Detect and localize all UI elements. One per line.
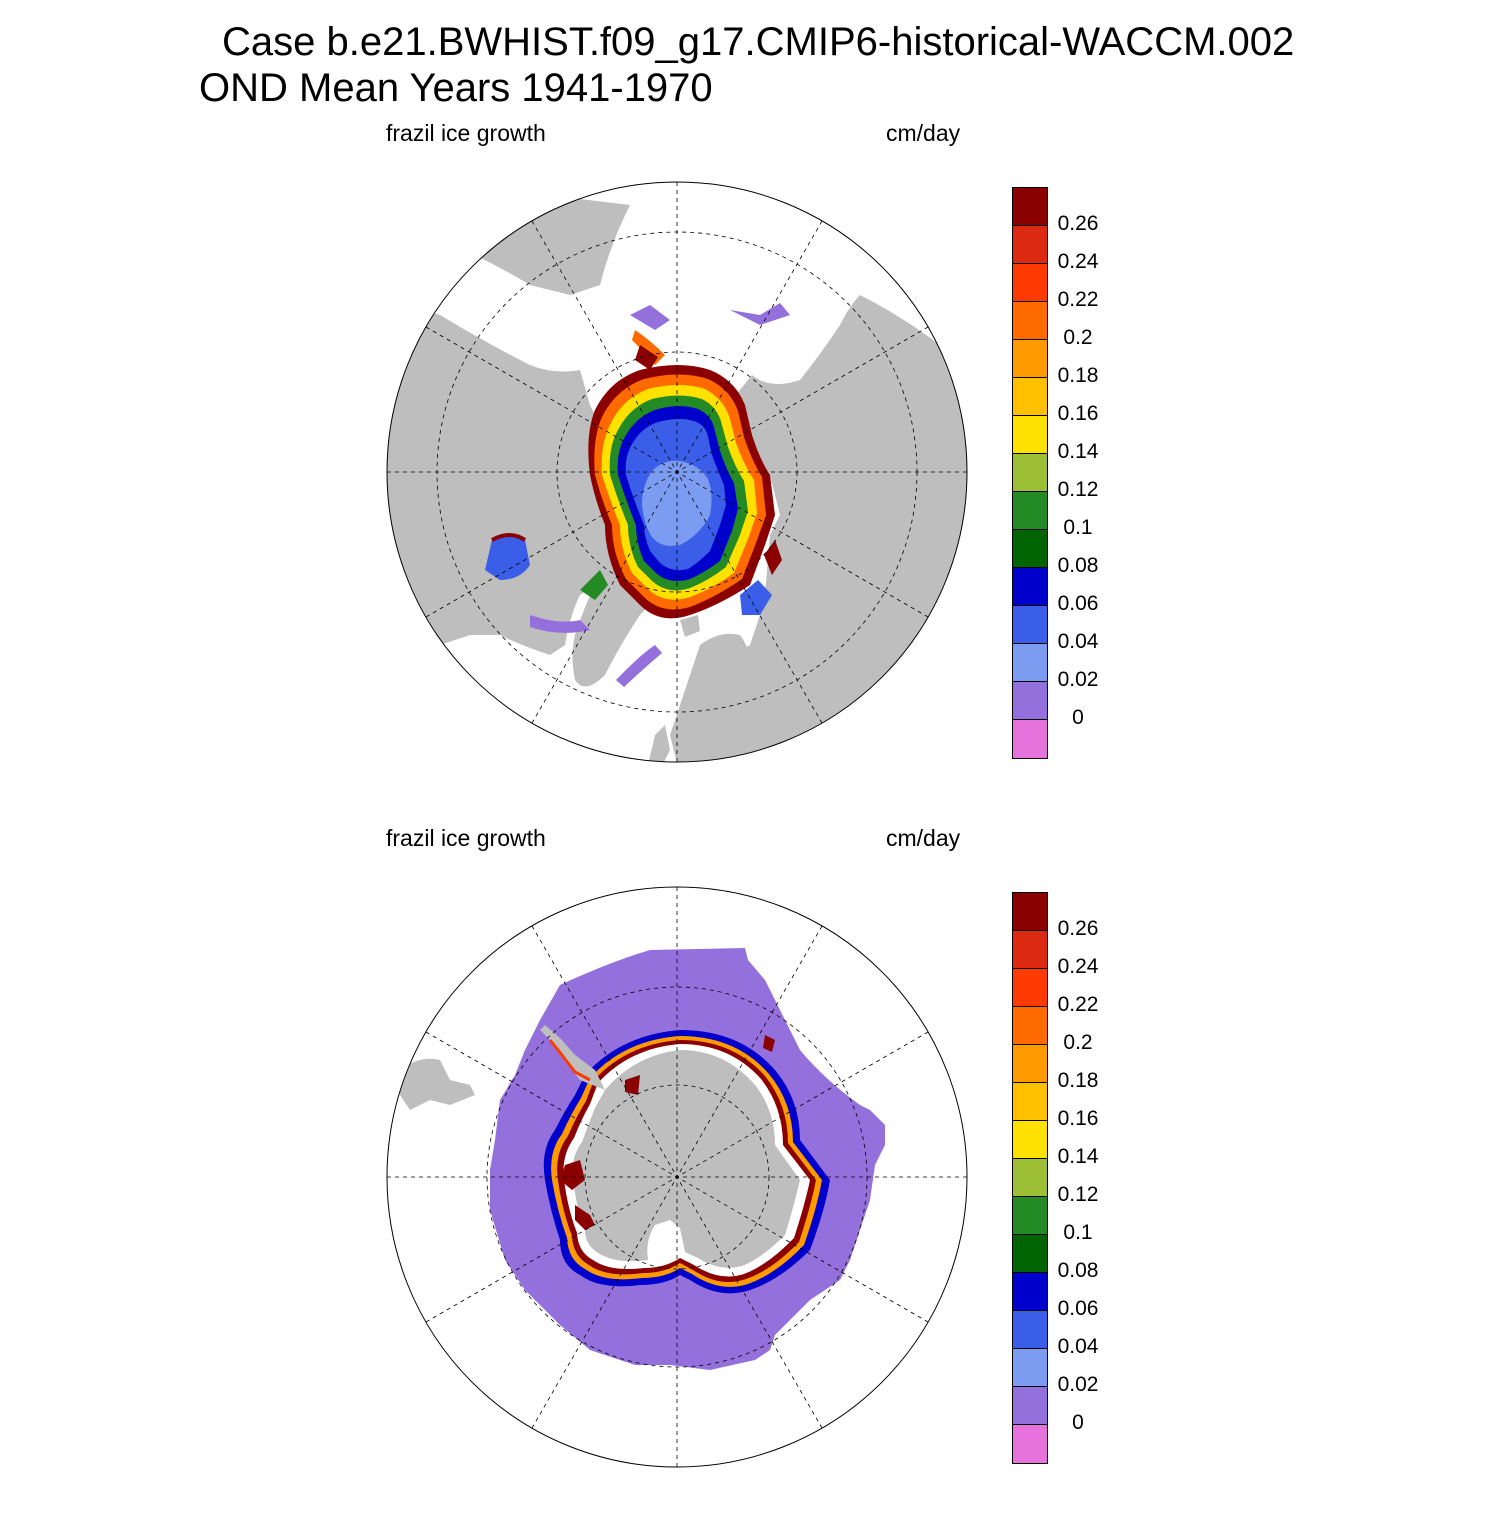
- colorbar-cell: [1013, 1121, 1047, 1159]
- colorbar-tick-label: 0.16: [1057, 402, 1099, 425]
- colorbar-tick-label: 0.12: [1057, 478, 1099, 501]
- colorbar-cell: [1013, 1045, 1047, 1083]
- colorbar-cell: [1013, 1425, 1047, 1463]
- colorbar-cell: [1013, 1273, 1047, 1311]
- variable-label: frazil ice growth: [386, 120, 546, 146]
- colorbar-cell: [1013, 644, 1047, 682]
- south-polar-map: [386, 886, 968, 1468]
- north-polar-map: [386, 181, 968, 763]
- south-america-land: [400, 1058, 475, 1110]
- colorbar-cell: [1013, 1311, 1047, 1349]
- colorbar-cell: [1013, 226, 1047, 264]
- units-label: cm/day: [886, 120, 961, 146]
- colorbar-cell: [1013, 302, 1047, 340]
- colorbar-tick-label: 0.1: [1063, 516, 1093, 539]
- colorbar-cell: [1013, 568, 1047, 606]
- colorbar-cell: [1013, 1349, 1047, 1387]
- colorbar-cell: [1013, 931, 1047, 969]
- colorbar-cell: [1013, 340, 1047, 378]
- colorbar-cell: [1013, 893, 1047, 931]
- north-panel: frazil ice growth cm/day: [0, 105, 1500, 810]
- colorbar-tick-label: 0.2: [1063, 326, 1093, 349]
- colorbar-tick-label: 0.18: [1057, 364, 1099, 387]
- colorbar-tick-label: 0.24: [1057, 955, 1099, 978]
- variable-label: frazil ice growth: [386, 825, 546, 851]
- colorbar-tick-label: 0.16: [1057, 1107, 1099, 1130]
- colorbar-tick-label: 0.22: [1057, 993, 1099, 1016]
- colorbar-tick-label: 0.26: [1057, 917, 1099, 940]
- colorbar-cell: [1013, 1197, 1047, 1235]
- colorbar-cell: [1013, 492, 1047, 530]
- colorbar-tick-label: 0.14: [1057, 1145, 1099, 1168]
- colorbar-tick-label: 0.22: [1057, 288, 1099, 311]
- colorbar-tick-label: 0.08: [1057, 554, 1099, 577]
- subtitle: OND Mean Years 1941-1970: [199, 66, 713, 110]
- graticule: [387, 887, 967, 1467]
- colorbar-tick-label: 0.26: [1057, 212, 1099, 235]
- colorbar-cell: [1013, 1159, 1047, 1197]
- colorbar-tick-label: 0.04: [1057, 630, 1099, 653]
- graticule: [387, 182, 967, 762]
- south-panel: frazil ice growth cm/day: [0, 810, 1500, 1515]
- colorbar-cell: [1013, 264, 1047, 302]
- colorbar-cell: [1013, 682, 1047, 720]
- colorbar-tick-label: 0.2: [1063, 1031, 1093, 1054]
- colorbar-cell: [1013, 1235, 1047, 1273]
- colorbar-cell: [1013, 969, 1047, 1007]
- colorbar-tick-label: 0.06: [1057, 592, 1099, 615]
- main-title: Case b.e21.BWHIST.f09_g17.CMIP6-historic…: [222, 20, 1295, 64]
- colorbar-tick-label: 0.06: [1057, 1297, 1099, 1320]
- colorbar-tick-label: 0: [1072, 706, 1084, 729]
- colorbar: [1012, 892, 1048, 1464]
- colorbar-tick-label: 0.08: [1057, 1259, 1099, 1282]
- colorbar-tick-label: 0.18: [1057, 1069, 1099, 1092]
- colorbar-cell: [1013, 1007, 1047, 1045]
- colorbar-cell: [1013, 188, 1047, 226]
- colorbar-cell: [1013, 1083, 1047, 1121]
- colorbar-cell: [1013, 454, 1047, 492]
- colorbar-tick-label: 0.02: [1057, 1373, 1099, 1396]
- colorbar-tick-label: 0.1: [1063, 1221, 1093, 1244]
- colorbar: [1012, 187, 1048, 759]
- colorbar-cell: [1013, 378, 1047, 416]
- colorbar-tick-label: 0.04: [1057, 1335, 1099, 1358]
- colorbar-tick-label: 0.14: [1057, 440, 1099, 463]
- colorbar-tick-label: 0.12: [1057, 1183, 1099, 1206]
- units-label: cm/day: [886, 825, 961, 851]
- colorbar-tick-label: 0.24: [1057, 250, 1099, 273]
- colorbar-cell: [1013, 720, 1047, 758]
- colorbar-cell: [1013, 530, 1047, 568]
- colorbar-cell: [1013, 416, 1047, 454]
- colorbar-tick-label: 0: [1072, 1411, 1084, 1434]
- colorbar-cell: [1013, 606, 1047, 644]
- colorbar-cell: [1013, 1387, 1047, 1425]
- colorbar-tick-label: 0.02: [1057, 668, 1099, 691]
- antarctica-land: [572, 1050, 800, 1268]
